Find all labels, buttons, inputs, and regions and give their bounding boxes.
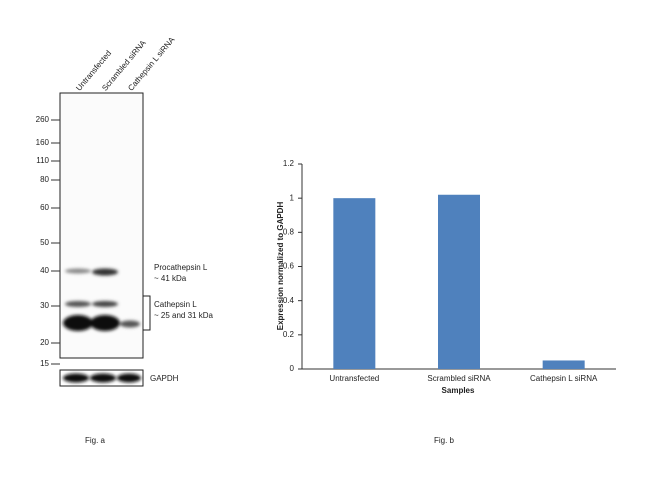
x-tick-label: Untransfected bbox=[329, 374, 379, 383]
lane-label: Scrambled siRNA bbox=[100, 38, 148, 93]
y-tick-label: 0.4 bbox=[283, 296, 295, 305]
marker-label: 110 bbox=[36, 156, 49, 165]
annotation: Cathepsin L bbox=[154, 300, 197, 309]
annotation: Procathepsin L bbox=[154, 263, 208, 272]
marker-label: 80 bbox=[40, 175, 49, 184]
marker-label: 20 bbox=[40, 338, 49, 347]
marker-label: 160 bbox=[36, 138, 50, 147]
marker-label: 15 bbox=[40, 359, 49, 368]
x-tick-label: Scrambled siRNA bbox=[427, 374, 491, 383]
y-tick-label: 0.2 bbox=[283, 330, 295, 339]
blot-frame bbox=[59, 92, 144, 359]
y-tick-label: 1 bbox=[290, 193, 295, 202]
bracket bbox=[143, 295, 151, 331]
marker-label: 30 bbox=[40, 301, 49, 310]
bar-chart: Fig. b Samples Expression normalized to … bbox=[276, 202, 475, 446]
x-axis-label: Samples bbox=[442, 386, 475, 395]
loading-control-label: GAPDH bbox=[150, 374, 179, 383]
bar bbox=[542, 360, 585, 369]
caption: Fig. b bbox=[434, 436, 455, 445]
western-blot: Procathepsin L ~ 41 kDa Cathepsin L ~ 25… bbox=[59, 92, 213, 445]
annotation: ~ 41 kDa bbox=[154, 274, 187, 283]
y-tick-label: 0.6 bbox=[283, 262, 295, 271]
y-tick-label: 0 bbox=[290, 364, 295, 373]
x-tick-label: Cathepsin L siRNA bbox=[530, 374, 598, 383]
bands bbox=[63, 268, 140, 331]
lane-label: Cathepsin L siRNA bbox=[126, 35, 177, 93]
y-tick-label: 0.8 bbox=[283, 227, 295, 236]
annotation: ~ 25 and 31 kDa bbox=[154, 311, 213, 320]
gapdh-bands bbox=[63, 373, 141, 383]
marker-label: 50 bbox=[40, 238, 49, 247]
caption: Fig. a bbox=[85, 436, 106, 445]
bar bbox=[333, 198, 376, 369]
marker-label: 40 bbox=[40, 266, 49, 275]
bar bbox=[438, 194, 480, 369]
marker-label: 60 bbox=[40, 203, 49, 212]
y-tick-label: 1.2 bbox=[283, 159, 295, 168]
y-axis-label: Expression normalized to GAPDH bbox=[276, 202, 285, 331]
marker-label: 260 bbox=[36, 115, 50, 124]
